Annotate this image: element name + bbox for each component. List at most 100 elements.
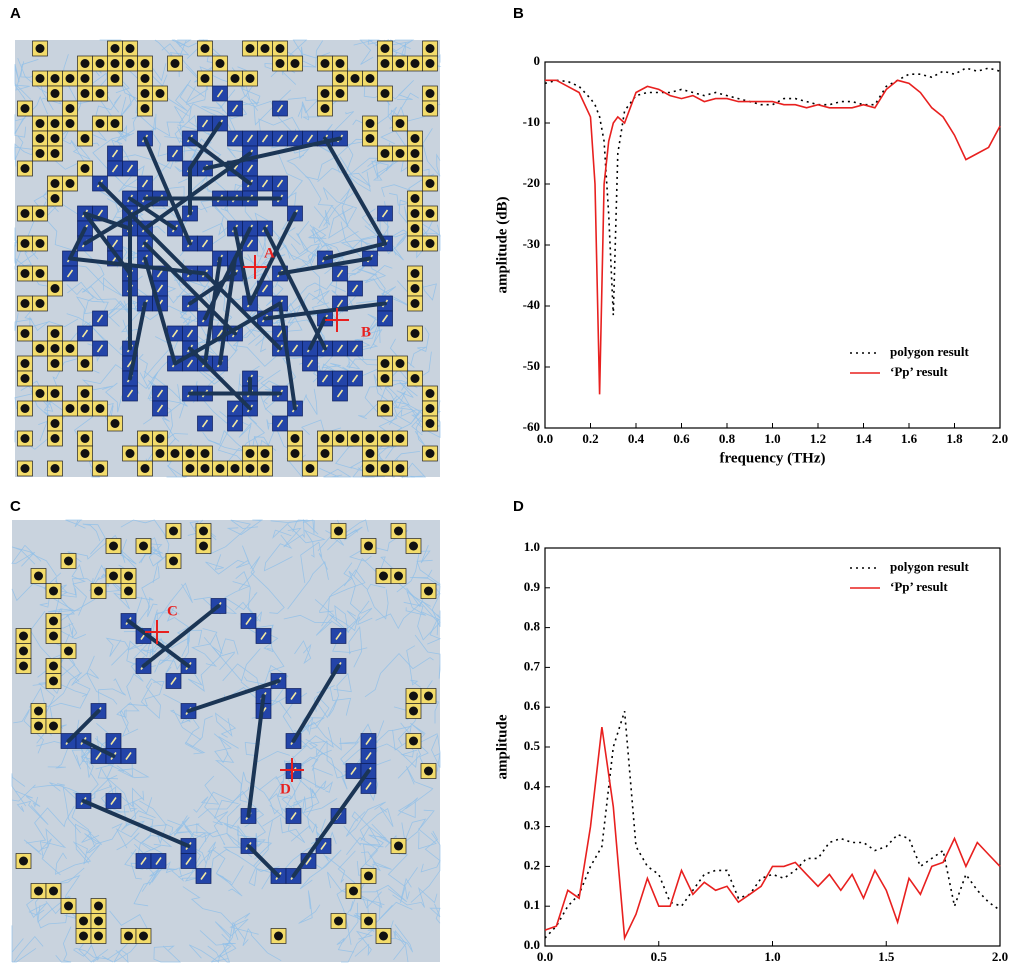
trajectory: [334, 604, 358, 634]
tile-blob: [365, 464, 375, 473]
x-tick-label: 0.6: [673, 431, 690, 446]
trajectory: [367, 151, 403, 180]
tile-blob: [65, 344, 75, 353]
connection: [203, 226, 252, 321]
tile-blob: [20, 404, 30, 413]
connection: [68, 256, 207, 276]
tile-blob: [245, 44, 255, 53]
tile-blob: [94, 916, 103, 926]
tile-blob: [34, 886, 43, 896]
trajectory: [138, 105, 189, 137]
tile-blob: [365, 134, 375, 143]
tile-blob: [20, 299, 30, 308]
trajectory: [161, 384, 181, 442]
x-tick-label: 0.4: [628, 431, 645, 446]
trajectory: [139, 800, 184, 839]
y-tick-label: -60: [523, 419, 540, 434]
trajectory: [125, 371, 159, 395]
tile-blob: [110, 74, 120, 83]
tile-blob: [125, 59, 135, 68]
trajectory: [318, 205, 354, 239]
trajectory: [180, 711, 203, 754]
tile-mark: [365, 752, 372, 760]
trajectory: [286, 154, 334, 206]
trajectory: [70, 139, 100, 160]
tile-blob: [155, 449, 165, 458]
tile-mark: [246, 239, 254, 248]
tile-blob: [274, 931, 283, 941]
trajectory: [142, 384, 162, 425]
trajectory: [250, 556, 285, 614]
trajectory: [204, 786, 250, 826]
trajectory: [400, 877, 412, 904]
tile-blob: [80, 74, 90, 83]
tile-blob: [50, 119, 60, 128]
tile-blob: [80, 164, 90, 173]
tile-blob: [410, 239, 420, 248]
map: AB: [14, 39, 442, 479]
tile-blob: [20, 104, 30, 113]
tile-blob: [20, 359, 30, 368]
tile-blob: [350, 434, 360, 443]
tile-blob: [94, 901, 103, 911]
trajectory: [348, 626, 362, 668]
trajectory: [209, 519, 258, 555]
x-tick-label: 0.2: [582, 431, 598, 446]
connection: [173, 301, 282, 366]
trajectory: [11, 545, 42, 567]
trajectory: [316, 685, 352, 716]
trajectory: [67, 534, 118, 563]
trajectory: [86, 668, 118, 705]
trajectory: [13, 709, 44, 754]
tile-blob: [245, 74, 255, 83]
marker-cross: [325, 308, 349, 332]
connection: [83, 211, 132, 231]
tile-blob: [80, 404, 90, 413]
tile-blob: [35, 74, 45, 83]
tile-mark: [155, 857, 162, 865]
trajectory: [120, 519, 170, 557]
trajectory: [410, 327, 430, 366]
trajectory: [191, 628, 218, 667]
y-tick-label: -10: [523, 114, 540, 129]
trajectory: [73, 416, 101, 478]
tile-mark: [186, 329, 194, 338]
trajectory: [339, 723, 374, 767]
tile-blob: [35, 119, 45, 128]
tile-blob: [380, 464, 390, 473]
connection: [143, 256, 177, 366]
tile-mark: [351, 284, 359, 293]
y-tick-label: 0.3: [524, 818, 541, 833]
tile-mark: [350, 767, 357, 775]
trajectory: [319, 562, 353, 613]
connection: [141, 604, 221, 668]
tile-blob: [335, 434, 345, 443]
trajectory: [327, 871, 393, 921]
trajectory: [214, 752, 248, 803]
tile-blob: [290, 449, 300, 458]
tile-mark: [336, 269, 344, 278]
tile-blob: [49, 631, 58, 641]
y-axis-label: amplitude: [494, 714, 510, 779]
trajectory: [140, 678, 162, 720]
tile-blob: [394, 841, 403, 851]
trajectory: [406, 559, 441, 608]
tile-mark: [126, 164, 134, 173]
connection: [263, 226, 327, 351]
tile-blob: [410, 149, 420, 158]
tile-blob: [395, 119, 405, 128]
tile-mark: [140, 857, 147, 865]
trajectory: [66, 614, 78, 639]
tile-blob: [155, 89, 165, 98]
legend-label: polygon result: [890, 344, 970, 359]
tile-blob: [380, 359, 390, 368]
tile-blob: [20, 239, 30, 248]
tile-blob: [365, 119, 375, 128]
trajectory: [340, 208, 380, 261]
trajectory: [71, 563, 87, 616]
tile-mark: [305, 857, 312, 865]
connection: [143, 151, 252, 231]
trajectory: [366, 720, 418, 768]
trajectory: [302, 700, 337, 733]
tile-blob: [50, 329, 60, 338]
